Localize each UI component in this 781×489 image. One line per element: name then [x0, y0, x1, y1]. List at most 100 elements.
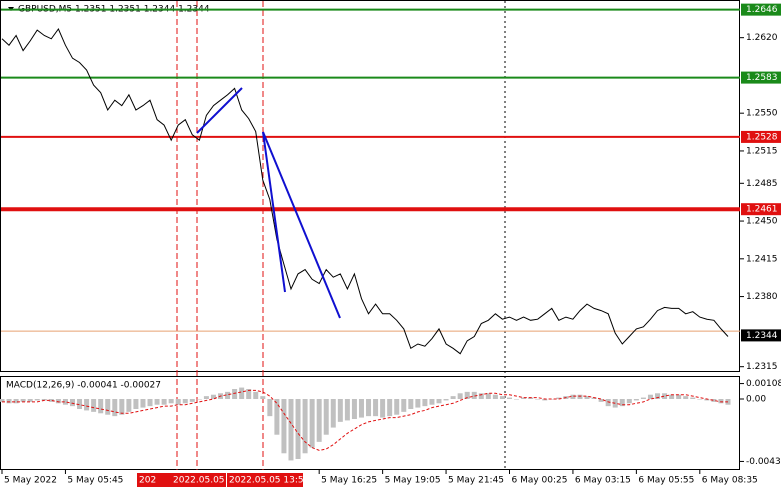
macd-bar — [0, 399, 5, 402]
macd-bar — [366, 399, 372, 417]
macd-bar — [619, 399, 625, 407]
macd-bar — [535, 399, 541, 400]
macd-bar — [401, 399, 407, 412]
macd-panel — [0, 376, 740, 470]
macd-bar — [373, 399, 379, 417]
macd-bar — [626, 399, 632, 404]
macd-bar — [499, 396, 505, 399]
y-tick-label: 0.00108 — [746, 379, 781, 389]
macd-bar — [485, 393, 491, 399]
last-price-box — [741, 329, 781, 342]
level-label-box — [741, 71, 781, 84]
macd-bar — [13, 399, 19, 404]
macd-bar — [316, 399, 322, 442]
macd-bar — [358, 399, 364, 418]
macd-bar — [471, 391, 477, 399]
macd-bar — [669, 394, 675, 399]
macd-bar — [140, 399, 146, 408]
macd-bar — [422, 399, 428, 407]
macd-bar — [450, 396, 456, 399]
macd-bar — [246, 389, 252, 399]
macd-bar — [640, 397, 646, 399]
macd-bar — [203, 396, 209, 399]
macd-bar — [662, 393, 668, 399]
macd-bar — [542, 399, 548, 401]
macd-bar — [718, 399, 724, 404]
time-marker-box — [137, 473, 171, 487]
macd-bar — [288, 399, 294, 461]
macd-bar — [330, 399, 336, 428]
macd-bar — [105, 399, 111, 415]
main-panel — [0, 0, 740, 372]
x-tick-label: 5 May 21:45 — [448, 476, 504, 486]
macd-bar — [598, 399, 604, 402]
x-tick-label: 5 May 05:45 — [67, 476, 123, 486]
macd-bar — [168, 399, 174, 404]
macd-bar — [281, 399, 287, 454]
time-marker-label: 202 — [139, 476, 156, 486]
macd-bar — [514, 399, 520, 400]
level-label-box — [741, 130, 781, 143]
macd-bar — [344, 399, 350, 421]
macd-bar — [239, 387, 245, 399]
macd-bar — [20, 399, 26, 402]
level-label: 1.2461 — [746, 205, 778, 215]
macd-bar — [34, 399, 40, 401]
macd-bar — [394, 399, 400, 415]
macd-bar — [492, 394, 498, 399]
x-tick-label: 5 May 19:05 — [385, 476, 441, 486]
macd-bar — [253, 391, 259, 399]
macd-bar — [309, 399, 315, 448]
macd-bar — [683, 396, 689, 399]
macd-bar — [436, 399, 442, 404]
trend-line — [262, 131, 341, 319]
macd-bar — [133, 399, 139, 409]
macd-bar — [647, 394, 653, 399]
macd-bar — [704, 399, 710, 401]
macd-bar — [260, 396, 266, 399]
macd-bar — [112, 399, 118, 417]
last-price-label: 1.2344 — [746, 331, 778, 341]
x-tick-label: 5 May 2022 — [4, 476, 57, 486]
macd-bar — [126, 399, 132, 412]
time-marker-label: 2022.05.05 13:55 — [229, 476, 309, 486]
time-marker-box — [171, 473, 226, 487]
macd-bar — [302, 399, 308, 454]
macd-bar — [323, 399, 329, 435]
level-label: 1.2646 — [746, 5, 778, 15]
macd-bar — [556, 397, 562, 399]
trend-line — [196, 87, 243, 134]
macd-bar — [443, 399, 449, 401]
macd-bar — [210, 394, 216, 399]
macd-bar — [27, 399, 33, 402]
level-label-box — [741, 203, 781, 216]
macd-bar — [189, 399, 195, 402]
x-tick-label: 5 May 16:25 — [321, 476, 377, 486]
price-line — [1, 27, 729, 355]
macd-bar — [267, 399, 273, 417]
macd-bar — [415, 399, 421, 408]
macd-bar — [147, 399, 153, 407]
x-tick-label: 6 May 05:55 — [638, 476, 694, 486]
macd-bar — [676, 394, 682, 399]
level-label-box — [741, 3, 781, 16]
macd-bar — [337, 399, 343, 422]
signal-line — [2, 389, 728, 451]
macd-bar — [408, 399, 414, 409]
level-label: 1.2528 — [746, 132, 778, 142]
macd-bar — [225, 391, 231, 399]
macd-bar — [549, 399, 555, 400]
macd-bar — [182, 399, 188, 404]
macd-bar — [48, 399, 54, 402]
macd-bar — [295, 399, 301, 459]
macd-bar — [351, 399, 357, 419]
macd-bar — [521, 397, 527, 399]
y-tick-label: 1.2450 — [746, 217, 778, 227]
macd-bar — [457, 393, 463, 399]
macd-bar — [690, 397, 696, 399]
macd-bar — [84, 399, 90, 411]
macd-bar — [161, 399, 167, 405]
x-tick-label: 6 May 00:25 — [511, 476, 567, 486]
macd-bar — [570, 394, 576, 399]
